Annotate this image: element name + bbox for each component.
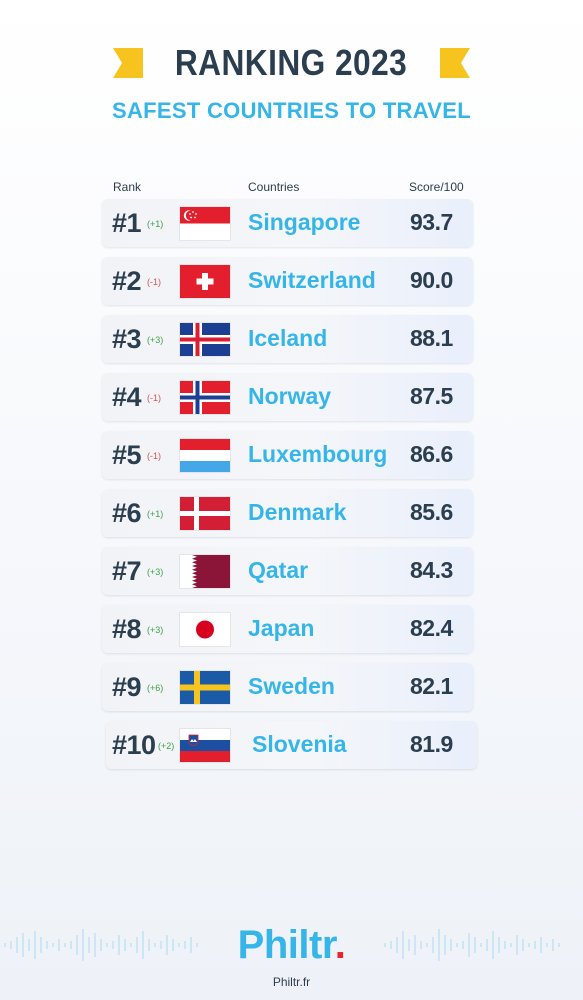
rank-change: (-1) xyxy=(147,393,161,403)
country-name: Japan xyxy=(248,615,315,641)
score-value: 84.3 xyxy=(410,557,453,583)
score-value: 88.1 xyxy=(410,325,453,351)
table-row: #3 (+3) Iceland 88.1 xyxy=(102,315,473,363)
score-value: 82.1 xyxy=(410,673,453,699)
rank-change: (+1) xyxy=(147,509,164,519)
country-name: Denmark xyxy=(248,499,347,525)
slovenia-flag-icon xyxy=(180,729,230,762)
soundwave-right-icon xyxy=(384,929,560,961)
country-name: Singapore xyxy=(248,209,361,235)
rank-change: (-1) xyxy=(147,451,161,461)
country-name: Qatar xyxy=(248,557,309,583)
singapore-flag-icon xyxy=(180,207,230,240)
ribbon-left-icon xyxy=(113,48,144,78)
rank-label: #10 xyxy=(112,730,156,760)
table-row: #10 (+2) Slovenia 81.9 xyxy=(106,721,477,769)
table-row: #1 (+1) Singapore 93.7 xyxy=(102,199,473,247)
footer-url: Philtr.fr xyxy=(272,975,311,989)
soundwave-left-icon xyxy=(4,929,198,961)
rank-change: (+3) xyxy=(147,567,164,577)
score-value: 82.4 xyxy=(410,615,453,641)
table-row: #5 (-1) Luxembourg 86.6 xyxy=(102,431,473,479)
table-row: #8 (+3) Japan 82.4 xyxy=(102,605,473,653)
score-value: 81.9 xyxy=(410,731,453,757)
logo-dot: . xyxy=(334,923,346,967)
rank-label: #8 xyxy=(112,614,142,644)
score-value: 86.6 xyxy=(410,441,453,467)
rank-label: #1 xyxy=(112,208,142,238)
japan-flag-icon xyxy=(180,613,230,646)
rank-change: (+6) xyxy=(147,683,164,693)
logo-text: Philtr xyxy=(237,923,336,967)
rank-label: #2 xyxy=(112,266,142,296)
score-value: 85.6 xyxy=(410,499,453,525)
switzerland-flag-icon xyxy=(180,265,230,298)
rank-label: #3 xyxy=(112,324,142,354)
rank-label: #9 xyxy=(112,672,142,702)
country-name: Iceland xyxy=(248,325,328,351)
rank-label: #7 xyxy=(112,556,142,586)
score-value: 93.7 xyxy=(410,209,453,235)
country-name: Sweden xyxy=(248,673,335,699)
iceland-flag-icon xyxy=(180,323,230,356)
country-name: Slovenia xyxy=(252,731,347,757)
country-name: Norway xyxy=(248,383,332,409)
rank-change: (+1) xyxy=(147,219,164,229)
denmark-flag-icon xyxy=(180,497,230,530)
table-row: #6 (+1) Denmark 85.6 xyxy=(102,489,473,537)
rank-change: (+2) xyxy=(158,741,175,751)
header: RANKING 2023 xyxy=(0,42,583,84)
luxembourg-flag-icon xyxy=(180,439,230,472)
sweden-flag-icon xyxy=(180,671,230,704)
page-subtitle: SAFEST COUNTRIES TO TRAVEL xyxy=(111,98,471,123)
score-value: 90.0 xyxy=(410,267,453,293)
table-row: #2 (-1) Switzerland 90.0 xyxy=(102,257,473,305)
philtr-logo: Philtr. xyxy=(0,923,583,968)
rank-label: #5 xyxy=(112,440,142,470)
page-title: RANKING 2023 xyxy=(175,42,408,83)
score-value: 87.5 xyxy=(410,383,453,409)
country-name: Switzerland xyxy=(248,267,376,293)
rank-change: (+3) xyxy=(147,335,164,345)
table-row: #9 (+6) Sweden 82.1 xyxy=(102,663,473,711)
country-name: Luxembourg xyxy=(248,441,388,467)
rank-label: #6 xyxy=(112,498,142,528)
table-row: #4 (-1) Norway 87.5 xyxy=(102,373,473,421)
column-header-rank: Rank xyxy=(113,180,142,194)
column-header-countries: Countries xyxy=(248,180,300,194)
column-header-score: Score/100 xyxy=(409,180,464,194)
rank-change: (-1) xyxy=(147,277,161,287)
ribbon-right-icon xyxy=(439,48,470,78)
norway-flag-icon xyxy=(180,381,230,414)
table-row: #7 (+3) Qatar 84.3 xyxy=(102,547,473,595)
rank-change: (+3) xyxy=(147,625,164,635)
rank-label: #4 xyxy=(112,382,142,412)
qatar-flag-icon xyxy=(180,555,230,588)
